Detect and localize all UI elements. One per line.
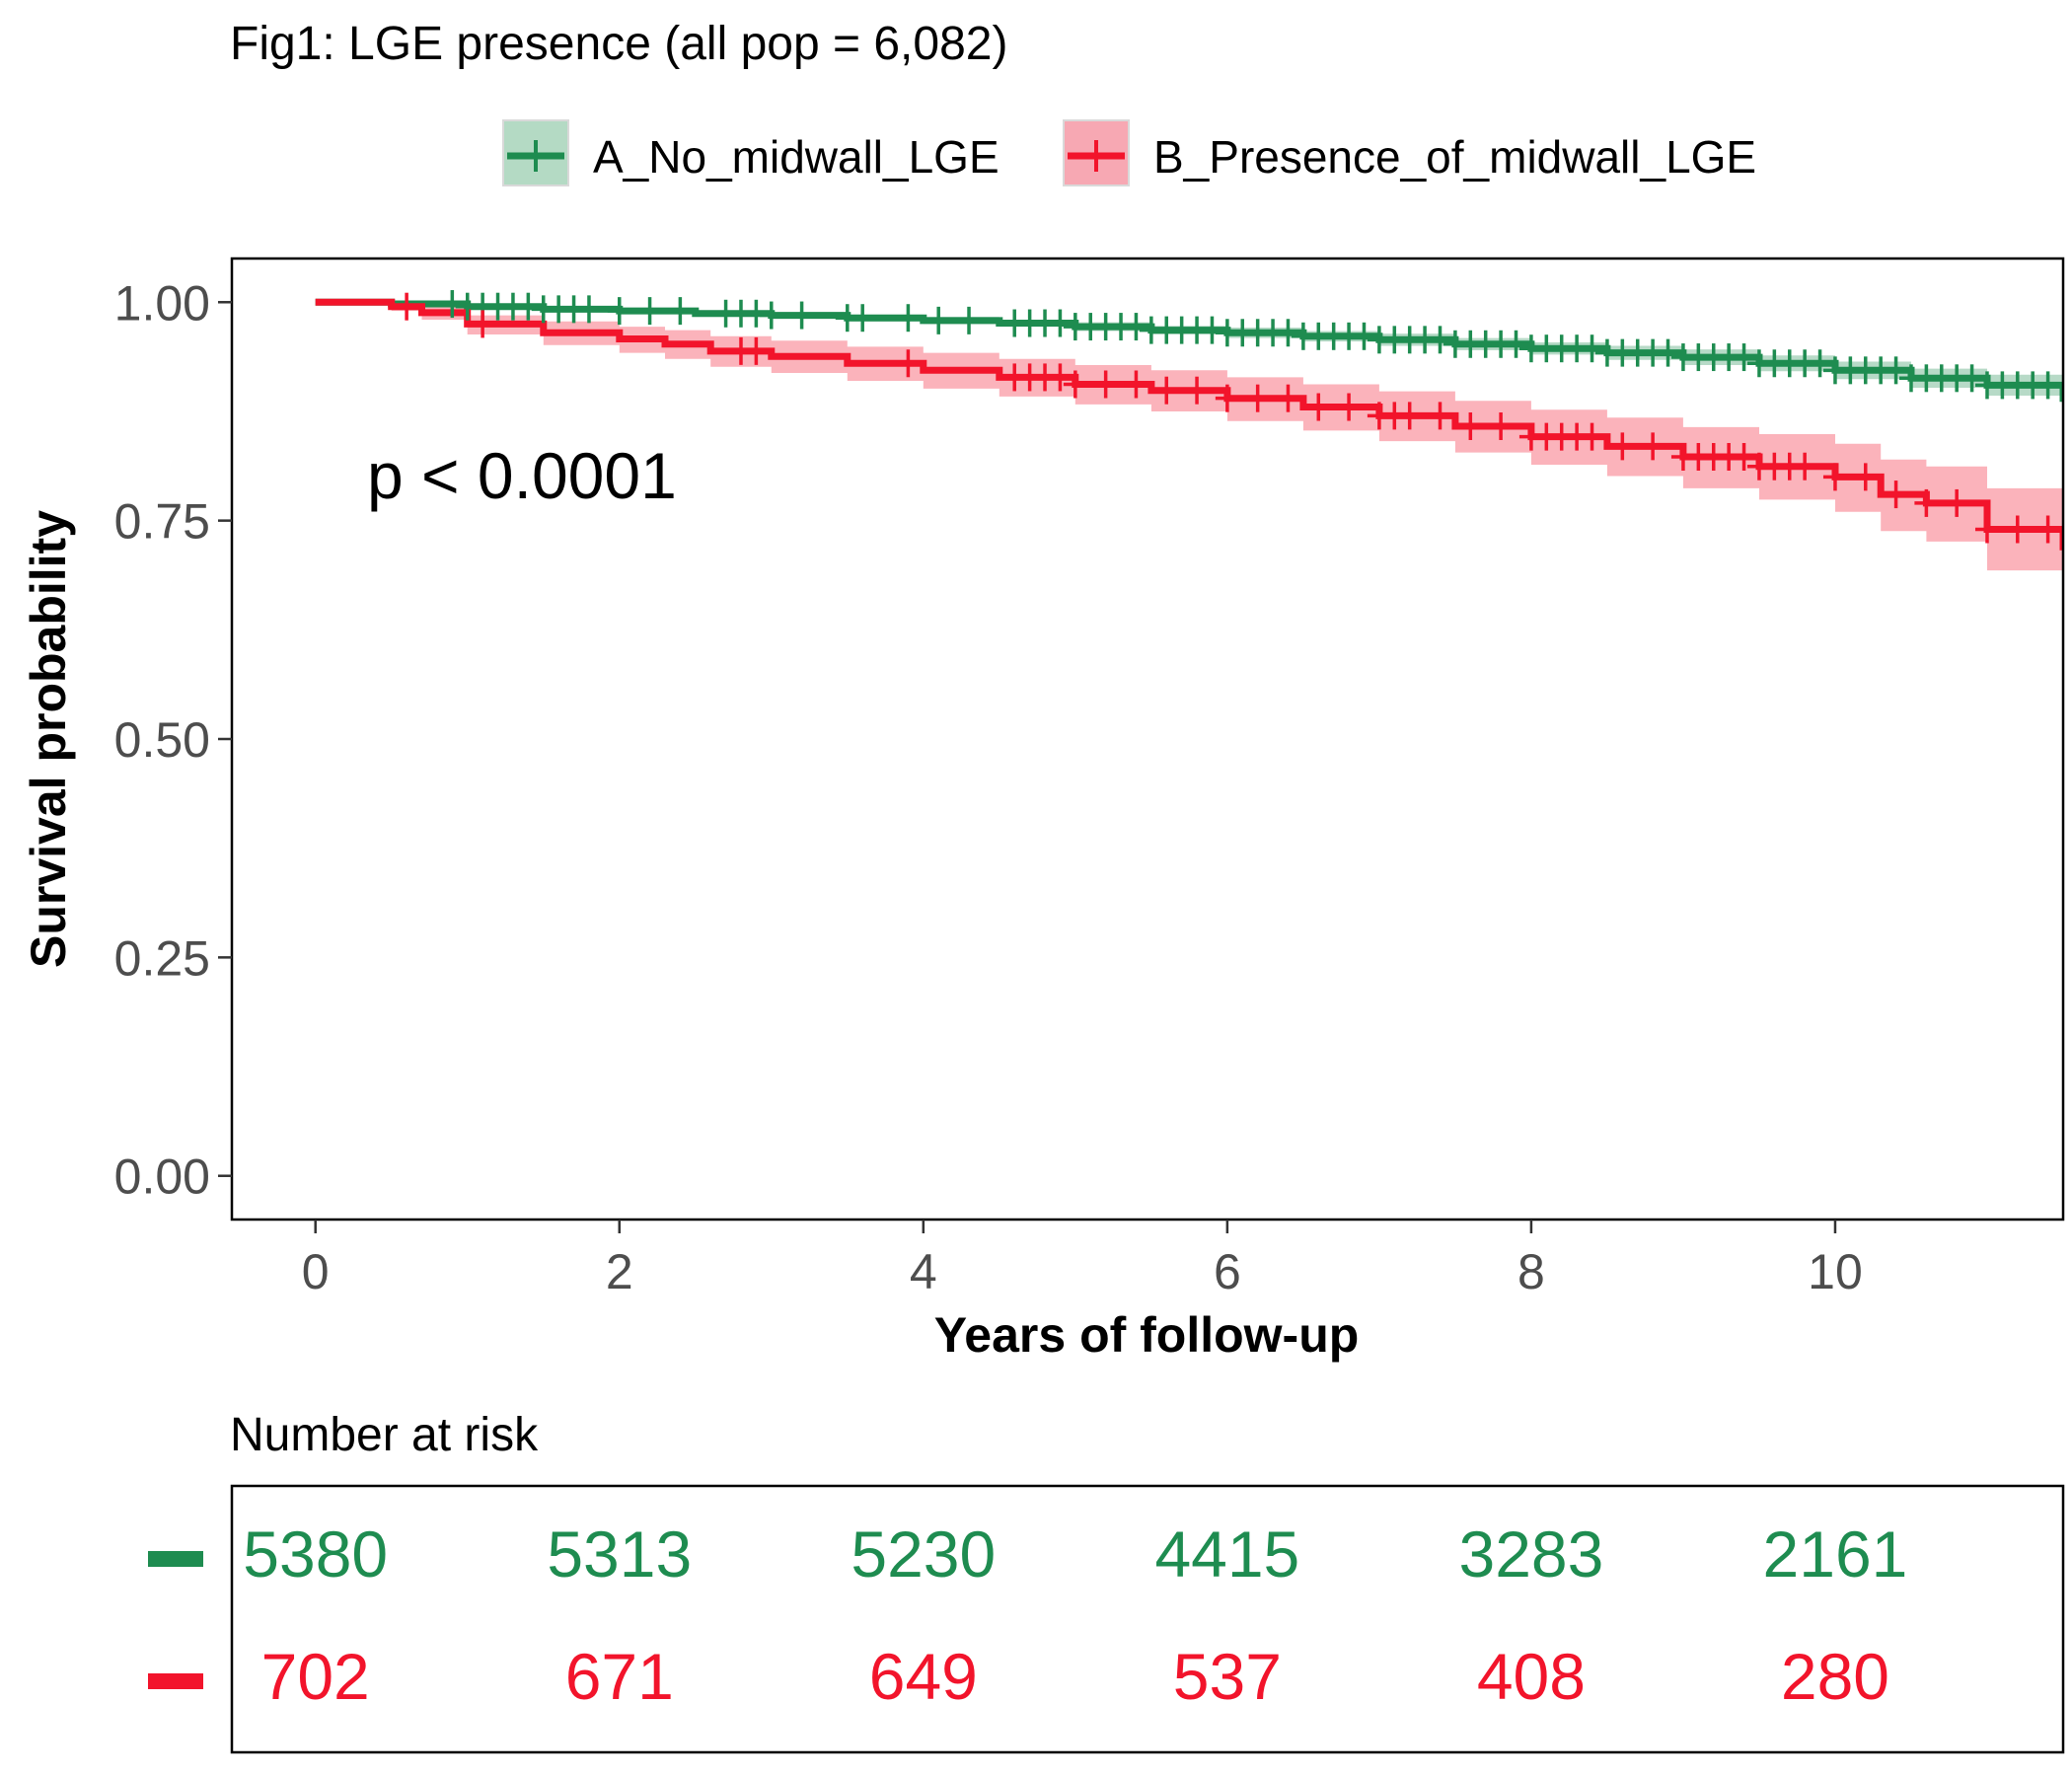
risk-table-title: Number at risk	[230, 1409, 539, 1461]
x-tick-label: 4	[910, 1244, 937, 1299]
risk-value: 3283	[1458, 1517, 1603, 1591]
x-axis-title: Years of follow-up	[934, 1307, 1360, 1363]
y-tick-label: 0.50	[114, 712, 210, 768]
risk-table-border	[230, 1484, 2065, 1754]
risk-value: 702	[261, 1640, 370, 1713]
x-tick-label: 0	[302, 1244, 330, 1299]
p-value-annotation: p < 0.0001	[367, 439, 677, 512]
risk-value: 408	[1477, 1640, 1586, 1713]
y-tick-label: 0.25	[114, 930, 210, 986]
risk-value: 649	[869, 1640, 978, 1713]
risk-row-key-b	[148, 1673, 203, 1689]
legend-label-a: A_No_midwall_LGE	[593, 131, 999, 183]
risk-row-key-a	[148, 1551, 203, 1567]
risk-value: 537	[1173, 1640, 1282, 1713]
risk-value: 5380	[243, 1517, 388, 1591]
y-axis: 0.00 0.25 0.50 0.75 1.00	[114, 275, 232, 1205]
risk-value: 280	[1781, 1640, 1889, 1713]
x-tick-label: 6	[1214, 1244, 1241, 1299]
y-tick-label: 0.00	[114, 1149, 210, 1205]
x-axis: 0 2 4 6 8 10	[302, 1220, 1863, 1299]
x-tick-label: 2	[606, 1244, 633, 1299]
risk-value: 5313	[547, 1517, 692, 1591]
legend-label-b: B_Presence_of_midwall_LGE	[1153, 131, 1756, 183]
risk-table-values: 5380 5313 5230 4415 3283 2161 702 671 649 537 408 2…	[243, 1517, 1907, 1713]
y-tick-label: 1.00	[114, 275, 210, 331]
legend: A_No_midwall_LGE B_Presence_of_midwall_L…	[502, 119, 1756, 186]
chart-title: Fig1: LGE presence (all pop = 6,082)	[230, 18, 1007, 70]
x-tick-label: 8	[1517, 1244, 1545, 1299]
y-axis-title: Survival probability	[21, 510, 76, 968]
risk-value: 4415	[1154, 1517, 1299, 1591]
y-tick-label: 0.75	[114, 494, 210, 550]
risk-value: 2161	[1763, 1517, 1908, 1591]
risk-value: 671	[565, 1640, 674, 1713]
risk-value: 5230	[851, 1517, 996, 1591]
x-tick-label: 10	[1808, 1244, 1863, 1299]
plot-area: p < 0.0001	[230, 257, 2065, 1221]
